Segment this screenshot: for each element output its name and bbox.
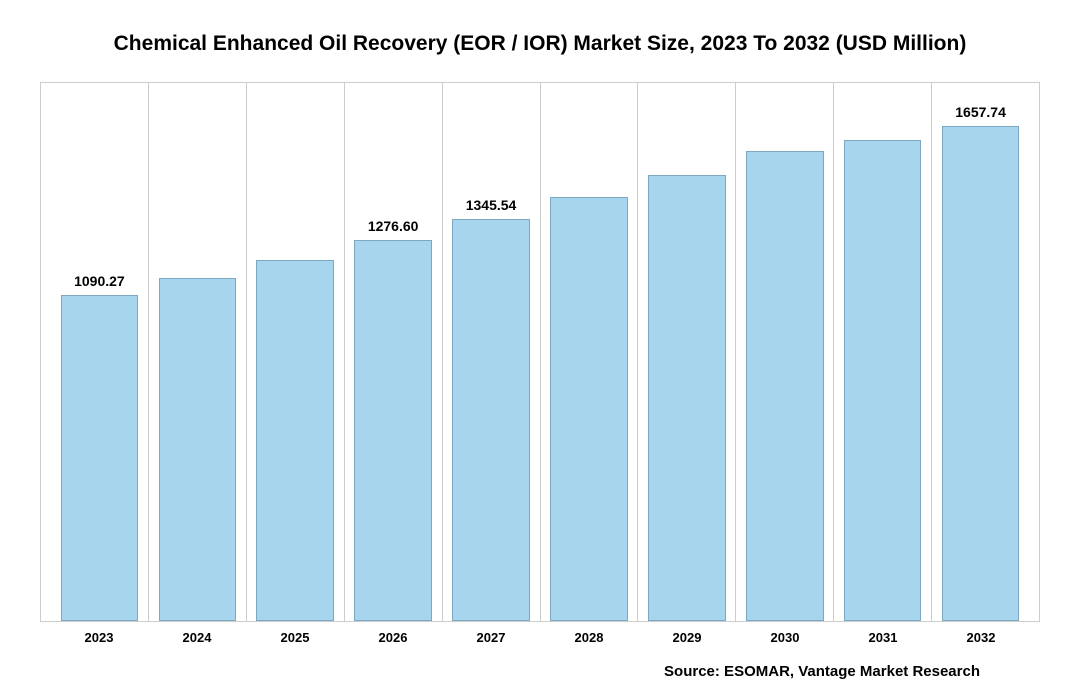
bar-slot	[833, 83, 931, 621]
bar	[159, 278, 237, 621]
bar-slot	[637, 83, 735, 621]
bar-slot	[735, 83, 833, 621]
bar	[746, 151, 824, 621]
bar-value-label: 1345.54	[466, 197, 517, 213]
bar	[942, 126, 1020, 621]
chart-container: Chemical Enhanced Oil Recovery (EOR / IO…	[0, 0, 1080, 700]
bar	[550, 197, 628, 621]
bar	[452, 219, 530, 621]
x-axis-label: 2029	[638, 630, 736, 645]
x-axis-label: 2027	[442, 630, 540, 645]
bar-slot	[246, 83, 344, 621]
bar-slot: 1345.54	[442, 83, 540, 621]
bar-slot	[148, 83, 246, 621]
bar-value-label: 1276.60	[368, 218, 419, 234]
bar-slot: 1276.60	[344, 83, 442, 621]
x-axis-label: 2025	[246, 630, 344, 645]
bar	[61, 295, 139, 621]
bar	[354, 240, 432, 621]
x-axis-label: 2028	[540, 630, 638, 645]
x-axis-label: 2030	[736, 630, 834, 645]
chart-plot-area: 1090.27 1276.60 1345.54 1657.74	[40, 82, 1040, 622]
chart-title: Chemical Enhanced Oil Recovery (EOR / IO…	[40, 30, 1040, 57]
bar-slot	[540, 83, 638, 621]
bar-slot: 1657.74	[931, 83, 1029, 621]
chart-source: Source: ESOMAR, Vantage Market Research	[40, 663, 1040, 680]
bar-value-label: 1090.27	[74, 273, 125, 289]
x-axis: 2023202420252026202720282029203020312032	[40, 630, 1040, 645]
bar	[256, 260, 334, 621]
x-axis-label: 2023	[50, 630, 148, 645]
x-axis-label: 2032	[932, 630, 1030, 645]
x-axis-label: 2031	[834, 630, 932, 645]
bar	[844, 140, 922, 621]
bars-wrapper: 1090.27 1276.60 1345.54 1657.74	[41, 83, 1039, 621]
bar-slot: 1090.27	[51, 83, 148, 621]
bar	[648, 175, 726, 621]
x-axis-label: 2024	[148, 630, 246, 645]
bar-value-label: 1657.74	[955, 104, 1006, 120]
x-axis-label: 2026	[344, 630, 442, 645]
